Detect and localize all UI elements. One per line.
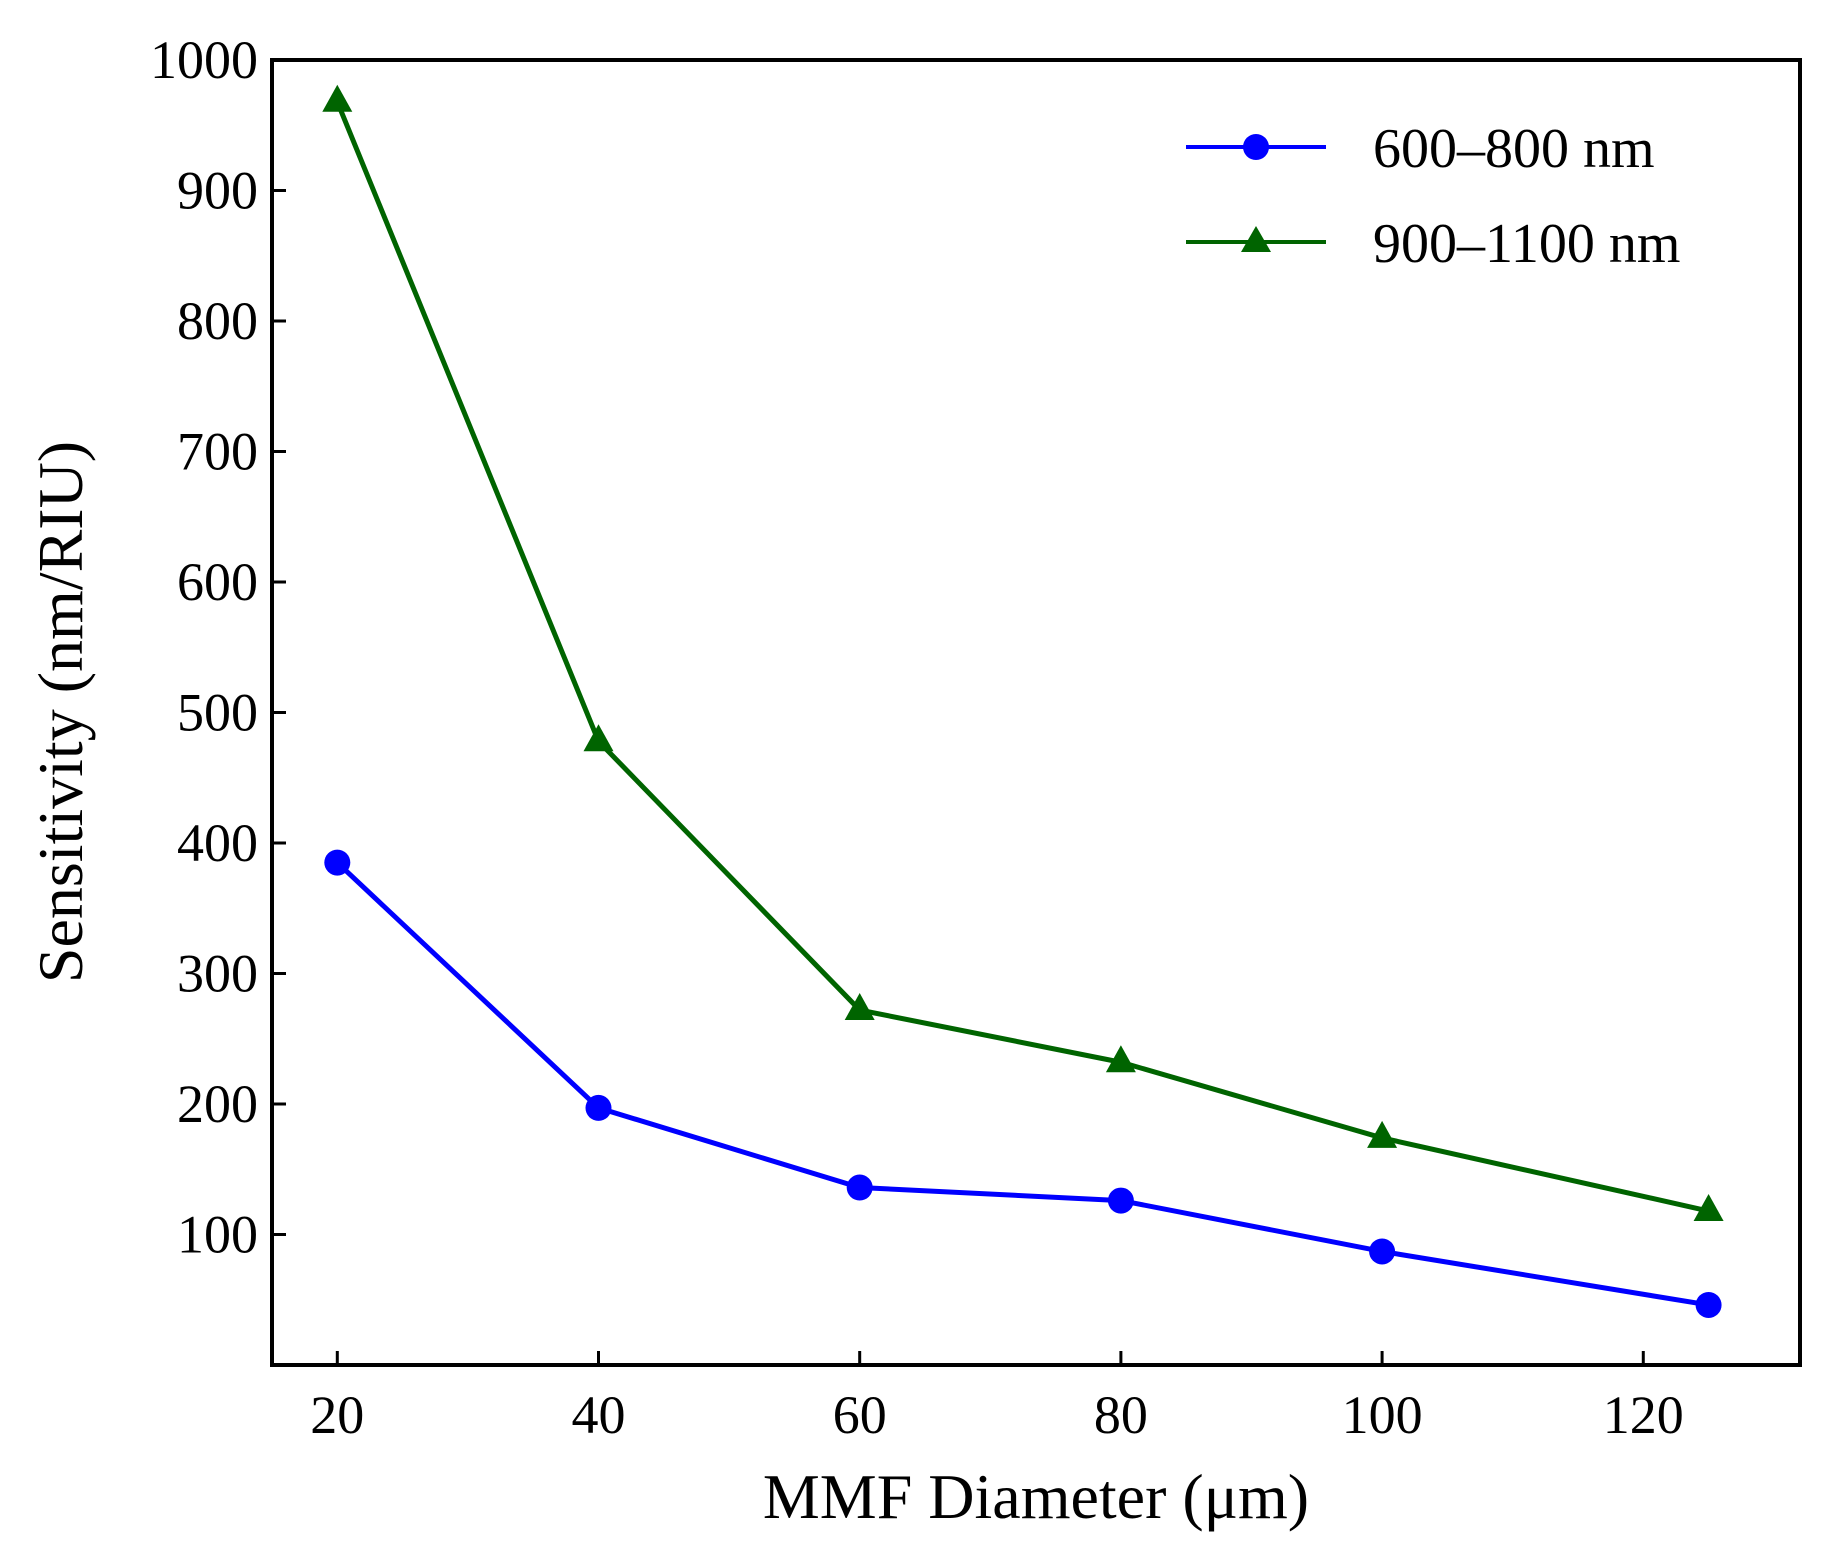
x-tick-label: 120 bbox=[1603, 1385, 1684, 1445]
x-tick-label: 60 bbox=[833, 1385, 887, 1445]
data-point-series-1 bbox=[1369, 1238, 1396, 1265]
data-point-series-1 bbox=[1695, 1291, 1722, 1318]
legend-marker-series-2 bbox=[1241, 226, 1271, 252]
x-tick-label: 80 bbox=[1094, 1385, 1148, 1445]
y-tick-label: 600 bbox=[177, 552, 258, 612]
y-tick-label: 100 bbox=[177, 1205, 258, 1265]
legend: 600–800 nm 900–1100 nm bbox=[1186, 118, 1680, 275]
legend-label-series-2: 900–1100 nm bbox=[1373, 213, 1680, 275]
data-point-series-2 bbox=[583, 724, 614, 752]
y-tick-label: 200 bbox=[177, 1074, 258, 1134]
y-tick-label: 400 bbox=[177, 813, 258, 873]
x-axis-ticks: 20 40 60 80 100 120 bbox=[310, 1351, 1684, 1445]
data-point-series-2 bbox=[844, 993, 875, 1021]
data-point-series-2 bbox=[322, 84, 353, 112]
series-line-2 bbox=[334, 100, 1710, 1214]
data-point-series-1 bbox=[846, 1174, 873, 1201]
data-point-series-1 bbox=[1107, 1187, 1134, 1214]
x-tick-label: 100 bbox=[1342, 1385, 1423, 1445]
y-tick-label: 700 bbox=[177, 422, 258, 482]
data-point-series-2 bbox=[1367, 1120, 1398, 1148]
data-point-series-1 bbox=[585, 1094, 612, 1121]
legend-label-series-1: 600–800 nm bbox=[1373, 118, 1655, 180]
y-tick-label: 800 bbox=[177, 291, 258, 351]
series-line-1 bbox=[335, 860, 1709, 1308]
x-axis-title: MMF Diameter (μm) bbox=[763, 1461, 1309, 1532]
data-point-series-2 bbox=[1693, 1194, 1724, 1222]
data-point-series-2 bbox=[1105, 1045, 1136, 1073]
y-tick-label: 500 bbox=[177, 683, 258, 743]
y-tick-label: 1000 bbox=[150, 30, 258, 90]
legend-marker-series-1 bbox=[1243, 134, 1269, 160]
x-tick-label: 20 bbox=[310, 1385, 364, 1445]
y-axis-ticks: 100 200 300 400 500 600 700 800 900 1000 bbox=[150, 30, 286, 1265]
x-tick-label: 40 bbox=[571, 1385, 625, 1445]
data-point-series-1 bbox=[324, 849, 351, 876]
y-axis-title: Sensitivity (nm/RIU) bbox=[25, 441, 96, 983]
series-layer bbox=[322, 84, 1724, 1318]
y-tick-label: 900 bbox=[177, 161, 258, 221]
y-tick-label: 300 bbox=[177, 944, 258, 1004]
